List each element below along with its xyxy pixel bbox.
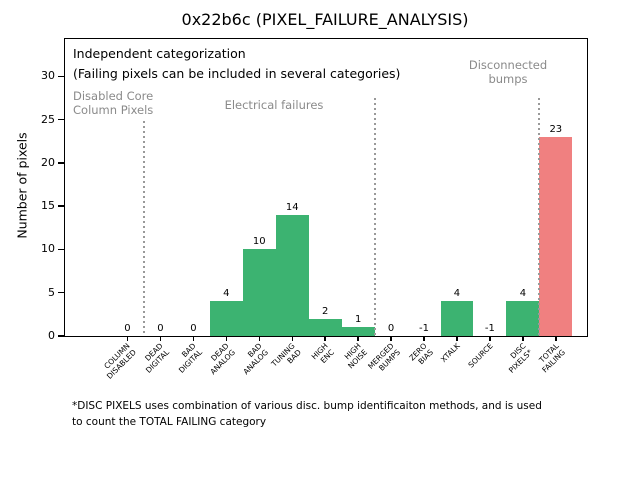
x-tick-mark	[489, 337, 491, 341]
x-tick-mark	[390, 337, 392, 341]
bar-value-label: 2	[321, 305, 329, 317]
chart-title: 0x22b6c (PIXEL_FAILURE_ANALYSIS)	[181, 10, 469, 29]
y-tick-mark	[58, 205, 64, 207]
section-divider-dotted-line	[538, 98, 541, 336]
x-tick-mark	[291, 337, 293, 341]
x-tick-mark	[159, 337, 162, 341]
y-tick-label: 20	[41, 155, 55, 169]
footnote-line-1: *DISC PIXELS uses combination of various…	[72, 400, 542, 412]
bar	[440, 301, 474, 336]
bar-value-label: 23	[549, 123, 563, 135]
y-tick-mark	[58, 162, 64, 164]
x-tick-mark	[225, 337, 228, 341]
bar-value-label: 1	[354, 314, 362, 326]
bar-value-label: 4	[223, 288, 230, 300]
bar-value-label: 10	[252, 236, 266, 248]
section-divider-dotted-line	[373, 98, 376, 336]
y-tick-label: 5	[48, 285, 55, 299]
bar-value-label: -1	[419, 323, 429, 334]
footnote-line-2: to count the TOTAL FAILING category	[72, 415, 267, 428]
x-tick-mark	[258, 337, 260, 341]
bar	[209, 301, 243, 336]
plot-area: Independent categorization (Failing pixe…	[41, 38, 588, 381]
bar-value-label: 0	[157, 323, 164, 334]
y-tick-label: 10	[41, 242, 55, 256]
bar-value-label: 14	[285, 201, 299, 213]
bar-value-label: 4	[453, 288, 461, 300]
y-tick-label: 0	[48, 329, 55, 342]
bar	[275, 214, 309, 336]
bar	[506, 301, 540, 336]
x-tick-mark	[522, 337, 524, 341]
annotation-disabled-core-column-pixels: Disabled Core Column Pixels	[73, 89, 154, 118]
y-tick-mark	[58, 248, 64, 251]
x-tick-mark	[423, 337, 425, 341]
footnote: *DISC PIXELS uses combination of various…	[72, 399, 542, 431]
bar-value-label: 0	[190, 323, 197, 334]
y-tick-label: 15	[41, 199, 55, 213]
annotation-electrical-failures: Electrical failures	[224, 98, 324, 112]
section-divider-dotted-line	[142, 121, 145, 336]
x-tick-mark	[126, 337, 129, 341]
bar-value-label: 4	[519, 288, 527, 300]
bar-value-label: 0	[387, 323, 395, 334]
x-tick-mark	[192, 337, 195, 341]
y-tick-mark	[58, 292, 64, 294]
bar	[242, 249, 276, 336]
y-tick-label: 30	[41, 69, 55, 83]
annotation-independent-categorization: Independent categorization	[73, 46, 246, 61]
bar	[341, 327, 375, 336]
annotation-disconnected-bumps: Disconnected bumps	[468, 58, 548, 87]
y-tick-mark	[58, 75, 64, 77]
bar-value-label: 0	[124, 323, 131, 334]
y-tick-label: 25	[41, 112, 55, 126]
x-tick-mark	[357, 337, 359, 341]
y-tick-mark	[58, 335, 64, 337]
bar	[308, 318, 342, 336]
x-tick-mark	[456, 337, 458, 341]
bar	[539, 136, 573, 336]
annotation-independent-note: (Failing pixels can be included in sever…	[73, 66, 401, 81]
x-tick-mark	[324, 337, 326, 341]
bar-value-label: -1	[484, 323, 495, 334]
x-tick-mark	[555, 337, 557, 341]
y-tick-mark	[58, 118, 64, 121]
